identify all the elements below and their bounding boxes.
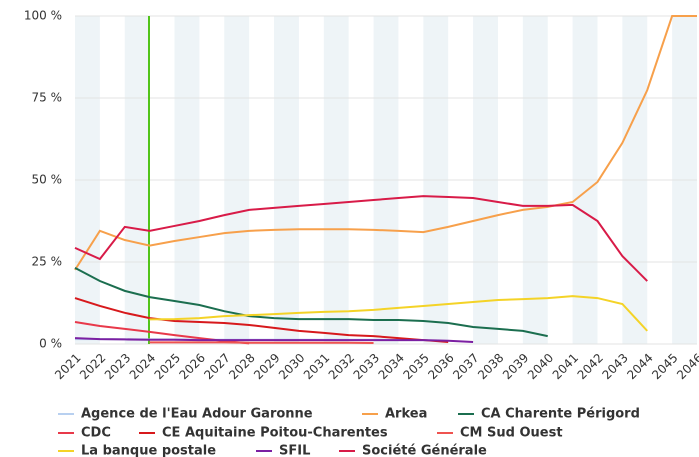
- x-tick-label: 2037: [450, 351, 481, 382]
- x-tick-label: 2028: [226, 351, 257, 382]
- x-tick-label: 2025: [152, 351, 183, 382]
- y-tick-label: 75 %: [32, 91, 63, 105]
- series-line: [74, 267, 548, 338]
- series-line: [74, 195, 648, 282]
- x-tick-label: 2042: [575, 351, 606, 382]
- legend-label: Arkea: [385, 407, 427, 422]
- x-tick-label: 2032: [326, 351, 357, 382]
- x-tick-label: 2023: [102, 351, 133, 382]
- x-tick-label: 2031: [301, 351, 332, 382]
- y-tick-label: 100 %: [24, 9, 62, 23]
- x-tick-label: 2026: [176, 351, 207, 382]
- y-tick-label: 0 %: [39, 337, 62, 351]
- y-tick-label: 25 %: [32, 255, 63, 269]
- x-tick-label: 2038: [475, 351, 506, 382]
- legend-label: La banque postale: [81, 444, 216, 457]
- x-tick-label: 2029: [251, 351, 282, 382]
- x-tick-label: 2041: [550, 351, 581, 382]
- x-tick-label: 2039: [500, 351, 531, 382]
- lines: [74, 15, 697, 345]
- legend-label: CM Sud Ouest: [460, 426, 563, 441]
- legend-label: CA Charente Périgord: [481, 407, 640, 422]
- legend-label: Agence de l'Eau Adour Garonne: [81, 407, 313, 422]
- series-line: [74, 337, 474, 344]
- x-tick-label: 2044: [624, 351, 655, 382]
- x-tick-label: 2043: [599, 351, 630, 382]
- series-line: [74, 15, 697, 271]
- x-tick-label: 2040: [525, 351, 556, 382]
- series-line: [149, 341, 374, 345]
- y-tick-label: 50 %: [32, 173, 63, 187]
- series-line: [74, 297, 449, 344]
- x-tick-label: 2033: [351, 351, 382, 382]
- grid: [75, 15, 697, 345]
- x-tick-label: 2046: [674, 351, 699, 382]
- x-tick-label: 2024: [127, 351, 158, 382]
- x-tick-label: 2036: [425, 351, 456, 382]
- x-tick-label: 2035: [400, 351, 431, 382]
- x-tick-label: 2034: [376, 351, 407, 382]
- legend-label: CE Aquitaine Poitou-Charentes: [162, 426, 388, 441]
- x-tick-label: 2022: [77, 351, 108, 382]
- legend-label: CDC: [81, 426, 111, 441]
- series-line: [149, 295, 648, 332]
- x-tick-label: 2021: [52, 351, 83, 382]
- x-tick-label: 2045: [649, 351, 680, 382]
- legend-label: SFIL: [279, 444, 310, 457]
- legend-label: Société Générale: [362, 444, 487, 457]
- x-tick-label: 2030: [276, 351, 307, 382]
- x-tick-label: 2027: [201, 351, 232, 382]
